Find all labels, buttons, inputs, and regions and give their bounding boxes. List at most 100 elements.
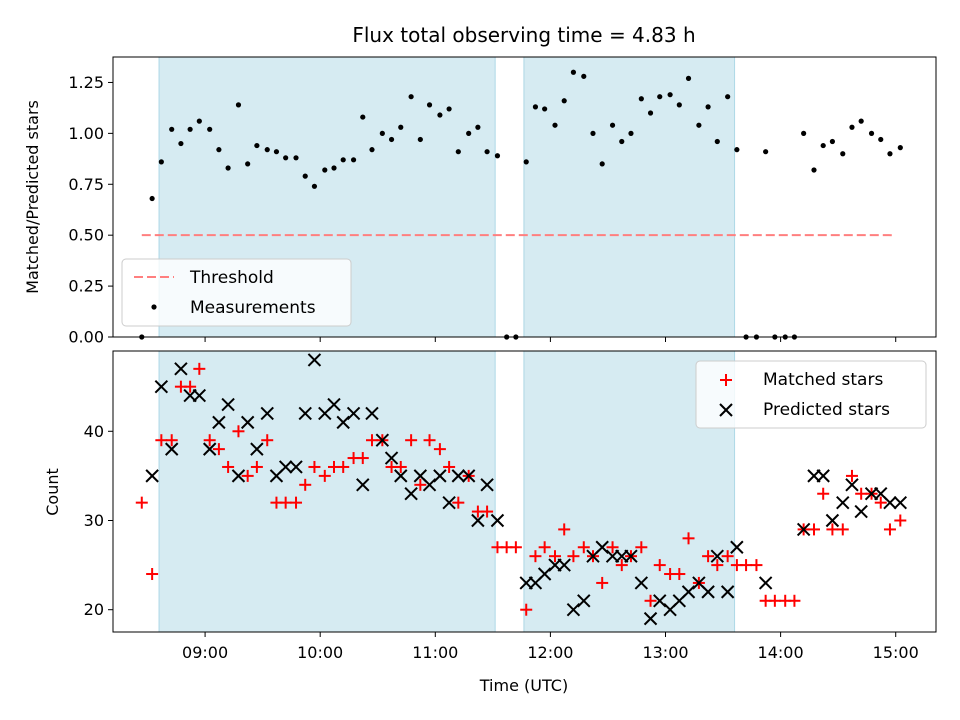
- matched-star-marker: [203, 434, 216, 447]
- predicted-star-marker: [327, 397, 341, 412]
- predicted-star-marker: [145, 469, 159, 483]
- x-tick-label: 11:00: [412, 643, 458, 662]
- measurement-point: [207, 126, 213, 132]
- measurement-point: [801, 130, 807, 136]
- measurement-point: [590, 130, 596, 136]
- matched-star-marker: [740, 559, 753, 572]
- measurement-point: [417, 136, 423, 143]
- y-tick-label: 0.00: [68, 328, 104, 347]
- predicted-star-marker: [404, 487, 418, 501]
- matched-star-marker: [308, 460, 321, 473]
- measurement-point: [609, 122, 616, 128]
- measurement-point: [437, 112, 443, 118]
- measurement-point: [149, 195, 155, 202]
- matched-star-marker: [558, 523, 571, 536]
- measurement-point: [408, 94, 414, 100]
- measurement-point: [570, 69, 577, 75]
- x-tick-label: 09:00: [182, 643, 228, 662]
- matched-star-marker: [155, 434, 168, 447]
- predicted-star-marker: [836, 495, 850, 510]
- measurement-point: [840, 151, 846, 157]
- bottom-y-ticks: 20 30 40: [84, 422, 113, 619]
- measurement-point: [455, 149, 461, 155]
- measurement-point: [426, 102, 433, 108]
- predicted-star-marker: [634, 576, 649, 590]
- count-panel: 20 30 40 09:00 10:00 11:00 12:00 13:00 14:00 15:…: [43, 350, 937, 695]
- x-tick-label: 12:00: [527, 643, 573, 662]
- predicted-star-marker: [653, 594, 667, 608]
- legend-predicted-label: Predicted stars: [763, 400, 890, 420]
- measurement-point: [820, 142, 826, 149]
- measurement-point: [302, 173, 308, 179]
- legend-measurements-label: Measurements: [190, 298, 316, 318]
- predicted-star-marker: [212, 415, 226, 430]
- measurement-point: [475, 124, 481, 130]
- matched-star-marker: [509, 541, 522, 554]
- predicted-star-marker: [681, 585, 696, 599]
- measurement-point: [523, 159, 529, 165]
- legend-matched-swatch: [720, 374, 732, 386]
- predicted-star-marker: [394, 469, 408, 483]
- predicted-star-marker: [480, 478, 494, 492]
- measurement-point: [466, 130, 472, 136]
- measurement-point: [311, 183, 318, 189]
- predicted-star-marker: [278, 460, 293, 474]
- measurement-point: [878, 136, 884, 143]
- y-tick-label: 0.25: [68, 277, 104, 296]
- matched-star-marker: [894, 514, 907, 527]
- measurement-point: [849, 124, 855, 130]
- measurement-point: [628, 130, 634, 136]
- predicted-star-marker: [893, 495, 908, 510]
- top-legend: Threshold Measurements: [121, 258, 352, 327]
- measurement-point: [734, 147, 740, 153]
- predicted-star-marker: [307, 353, 322, 367]
- measurement-point: [552, 122, 558, 128]
- measurement-point: [676, 102, 682, 108]
- measurement-point: [225, 165, 231, 171]
- measurement-point: [532, 104, 539, 110]
- matched-star-marker: [261, 434, 274, 447]
- matched-star-marker: [481, 505, 494, 518]
- top-shaded-intervals: [158, 56, 736, 338]
- matched-star-marker: [241, 469, 254, 482]
- measurement-point: [763, 149, 769, 155]
- matched-star-marker: [817, 487, 830, 500]
- matched-star-marker: [279, 496, 292, 509]
- bottom-x-ticks: 09:00 10:00 11:00 12:00 13:00 14:00 15:00: [182, 632, 919, 662]
- matched-star-marker: [318, 469, 331, 482]
- matched-star-marker: [606, 541, 619, 554]
- predicted-star-marker: [433, 469, 447, 483]
- x-tick-label: 13:00: [642, 643, 688, 662]
- predicted-star-marker: [365, 406, 379, 421]
- measurement-point: [725, 94, 731, 100]
- predicted-star-marker: [471, 513, 485, 528]
- predicted-star-marker: [451, 469, 466, 483]
- predicted-star-marker: [375, 433, 390, 447]
- measurement-point: [158, 159, 164, 165]
- chart-title: Flux total observing time = 4.83 h: [352, 23, 695, 47]
- measurement-point: [254, 142, 260, 149]
- measurement-point: [647, 110, 654, 116]
- measurement-point: [196, 118, 202, 124]
- count-points: [135, 353, 908, 626]
- predicted-star-marker: [537, 567, 552, 581]
- matched-star-marker: [883, 523, 896, 536]
- x-tick-label: 10:00: [297, 643, 343, 662]
- predicted-star-marker: [250, 442, 264, 456]
- matched-star-marker: [193, 362, 206, 375]
- predicted-star-marker: [490, 513, 505, 528]
- matched-star-marker: [356, 452, 369, 465]
- predicted-star-marker: [816, 469, 830, 483]
- measurement-point: [705, 104, 711, 110]
- x-axis-label: Time (UTC): [479, 676, 568, 695]
- measurement-point: [235, 102, 242, 108]
- predicted-star-marker: [298, 406, 312, 421]
- measurement-point: [369, 147, 375, 153]
- matched-star-marker: [529, 550, 542, 563]
- predicted-star-marker: [595, 540, 609, 554]
- legend-matched-label: Matched stars: [763, 370, 883, 390]
- matched-star-marker: [549, 550, 562, 563]
- predicted-star-marker: [643, 611, 658, 626]
- bottom-y-axis-label: Count: [43, 468, 62, 516]
